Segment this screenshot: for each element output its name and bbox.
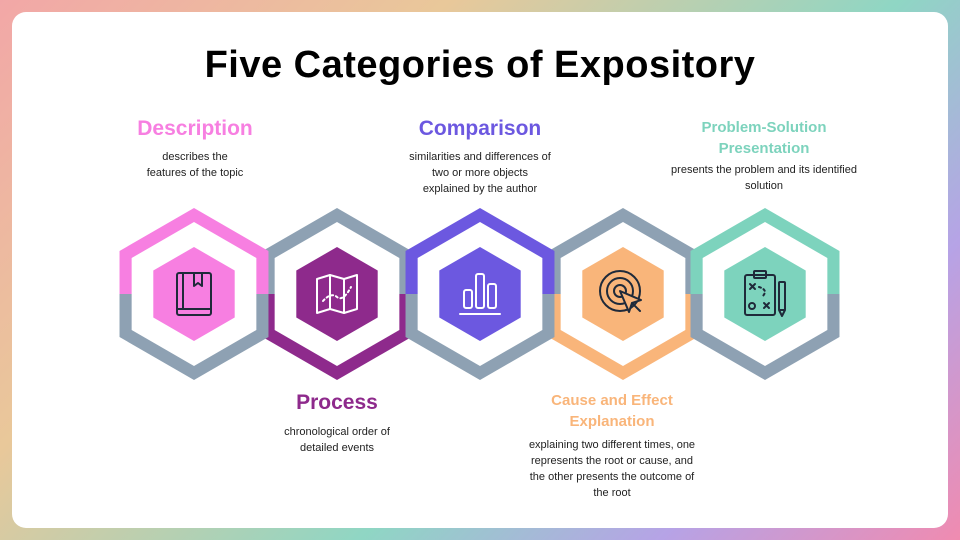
book-icon (176, 272, 212, 316)
comparison-inner-hexagon (439, 247, 521, 341)
description-text: describes the features of the topic (146, 151, 244, 179)
page-title: Five Categories of Expository (204, 44, 756, 86)
problem-solution-label: Problem-Solution Presentation (701, 119, 827, 157)
description-label: Description (137, 117, 253, 140)
comparison-text: similarities and differences of two or m… (409, 151, 551, 195)
map-icon (316, 274, 358, 314)
description-inner-hexagon (153, 247, 235, 341)
cause-effect-label: Cause and Effect Explanation (551, 392, 673, 430)
process-inner-hexagon (296, 247, 378, 341)
comparison-label: Comparison (418, 117, 542, 140)
bar-chart-icon (459, 273, 501, 315)
strategy-board-icon (744, 270, 786, 317)
process-text: chronological order of detailed events (284, 426, 390, 454)
process-label: Process (296, 391, 378, 414)
problem-solution-text: presents the problem and its identified … (671, 164, 857, 192)
cause-effect-text: explaining two different times, one repr… (528, 439, 696, 499)
target-icon (599, 270, 642, 313)
